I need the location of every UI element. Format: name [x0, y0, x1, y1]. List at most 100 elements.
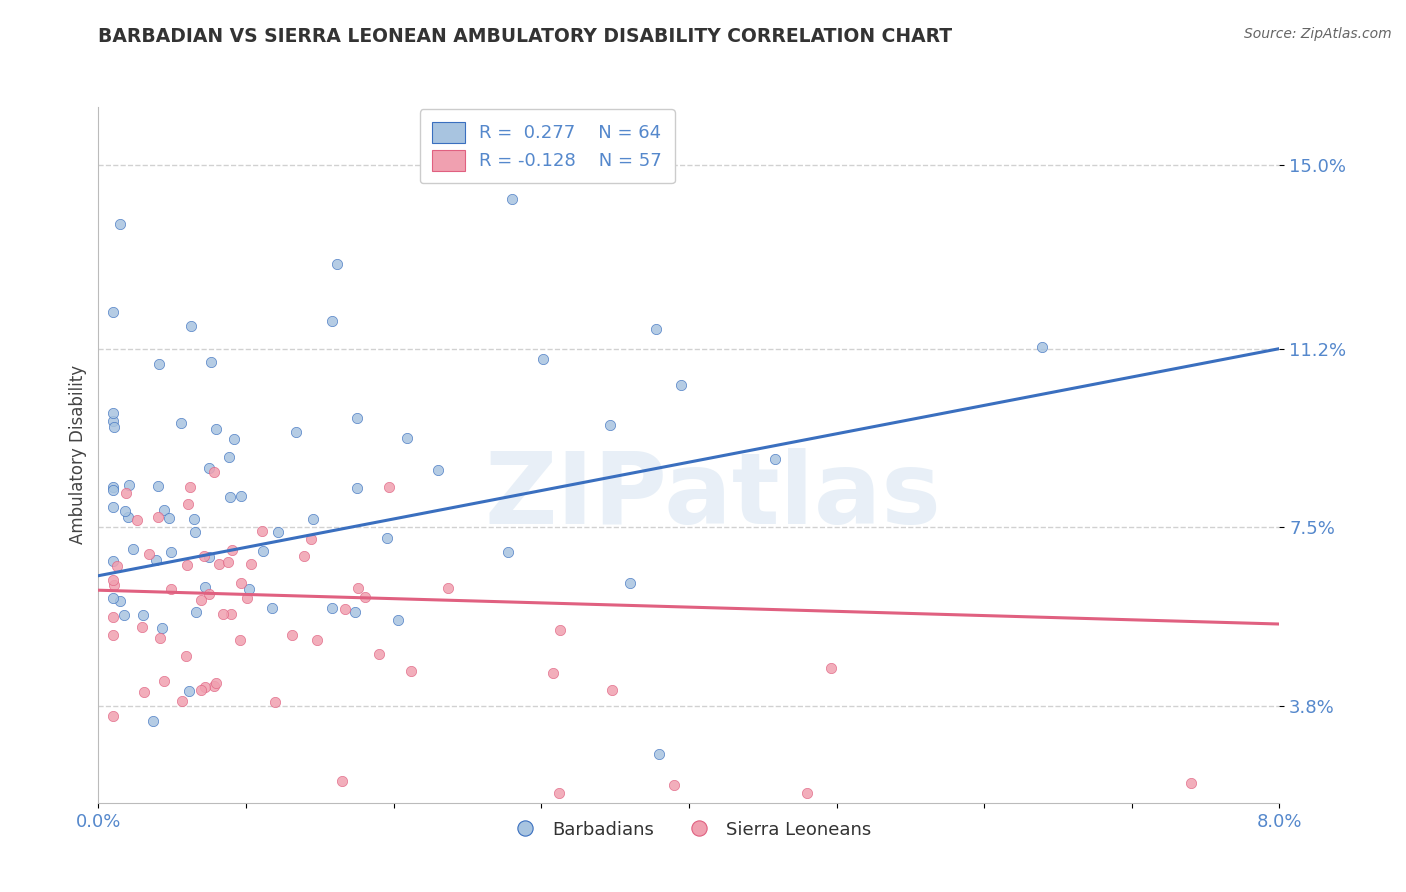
Point: [501, 192, 523, 206]
Point: [763, 452, 786, 467]
Point: [260, 600, 283, 615]
Point: [103, 304, 125, 318]
Point: [669, 378, 692, 392]
Point: [353, 590, 375, 604]
Point: [117, 509, 139, 524]
Point: [222, 433, 245, 447]
Point: [152, 674, 174, 689]
Point: [218, 490, 240, 504]
Point: [149, 631, 172, 645]
Point: [600, 683, 623, 698]
Point: [1031, 340, 1053, 354]
Point: [343, 605, 366, 619]
Point: [302, 512, 325, 526]
Point: [321, 601, 343, 615]
Point: [112, 608, 135, 623]
Point: [346, 481, 368, 495]
Point: [346, 410, 368, 425]
Point: [194, 580, 217, 594]
Point: [548, 623, 571, 637]
Point: [150, 621, 173, 635]
Point: [103, 709, 125, 723]
Point: [193, 549, 215, 564]
Point: [205, 676, 228, 690]
Point: [110, 594, 132, 608]
Point: [229, 489, 252, 503]
Point: [103, 554, 125, 568]
Point: [148, 509, 170, 524]
Point: [387, 613, 409, 627]
Point: [202, 465, 225, 479]
Point: [1180, 776, 1202, 790]
Point: [177, 497, 200, 511]
Point: [114, 504, 136, 518]
Point: [221, 607, 243, 621]
Point: [796, 786, 818, 800]
Point: [368, 647, 391, 661]
Point: [375, 531, 398, 545]
Point: [103, 628, 125, 642]
Point: [644, 322, 666, 336]
Point: [263, 695, 285, 709]
Legend: Barbadians, Sierra Leoneans: Barbadians, Sierra Leoneans: [499, 814, 879, 846]
Point: [280, 628, 302, 642]
Point: [180, 318, 202, 333]
Point: [176, 558, 198, 572]
Point: [321, 314, 343, 328]
Point: [103, 483, 125, 497]
Point: [236, 591, 259, 605]
Point: [190, 593, 212, 607]
Point: [599, 417, 621, 432]
Point: [212, 607, 235, 622]
Point: [190, 682, 212, 697]
Point: [330, 773, 353, 788]
Point: [186, 605, 208, 619]
Point: [125, 513, 148, 527]
Point: [174, 648, 197, 663]
Point: [159, 545, 181, 559]
Point: [396, 431, 419, 445]
Point: [326, 257, 349, 271]
Point: [820, 660, 842, 674]
Point: [333, 601, 356, 615]
Point: [252, 544, 274, 558]
Point: [103, 500, 125, 514]
Point: [122, 541, 145, 556]
Point: [299, 532, 322, 546]
Point: [153, 503, 176, 517]
Point: [648, 747, 671, 762]
Point: [205, 422, 228, 436]
Point: [229, 575, 252, 590]
Point: [148, 357, 170, 371]
Point: [531, 352, 554, 367]
Point: [202, 680, 225, 694]
Point: [170, 694, 193, 708]
Point: [266, 525, 288, 540]
Point: [103, 406, 125, 420]
Text: Source: ZipAtlas.com: Source: ZipAtlas.com: [1244, 27, 1392, 41]
Point: [662, 778, 685, 792]
Text: ZIPatlas: ZIPatlas: [484, 448, 941, 545]
Text: BARBADIAN VS SIERRA LEONEAN AMBULATORY DISABILITY CORRELATION CHART: BARBADIAN VS SIERRA LEONEAN AMBULATORY D…: [98, 27, 952, 45]
Point: [217, 556, 239, 570]
Point: [198, 460, 221, 475]
Point: [378, 480, 401, 494]
Point: [115, 486, 138, 500]
Point: [103, 573, 125, 587]
Point: [218, 450, 240, 464]
Point: [183, 512, 205, 526]
Point: [131, 620, 153, 634]
Point: [346, 581, 368, 595]
Point: [197, 550, 219, 565]
Point: [131, 607, 153, 622]
Point: [240, 557, 263, 571]
Point: [541, 666, 564, 681]
Point: [426, 463, 449, 477]
Point: [108, 218, 131, 232]
Y-axis label: Ambulatory Disability: Ambulatory Disability: [69, 366, 87, 544]
Point: [157, 511, 180, 525]
Point: [170, 416, 193, 430]
Point: [134, 685, 156, 699]
Point: [179, 480, 201, 494]
Point: [145, 553, 167, 567]
